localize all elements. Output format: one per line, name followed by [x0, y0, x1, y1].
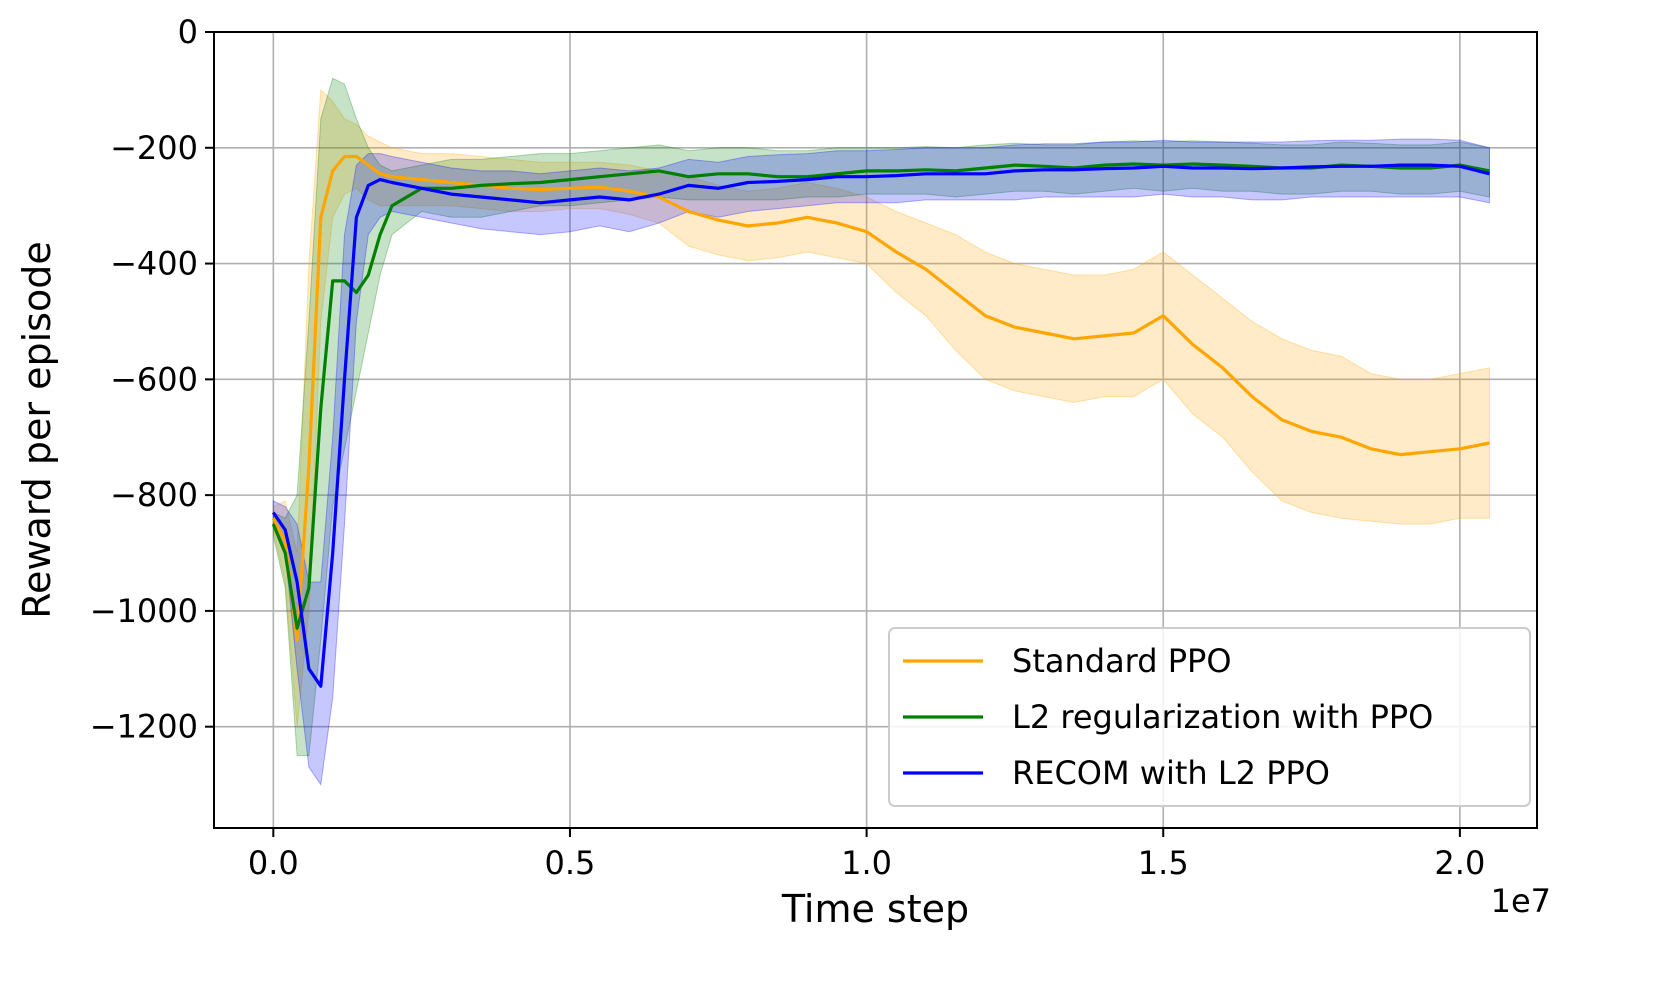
y-tick-label: −1000: [90, 592, 198, 630]
plot-frame: [213, 31, 1538, 829]
x-tick-label: 0.5: [545, 844, 596, 882]
y-tick-label: −1200: [90, 708, 198, 746]
x-tick-label: 2.0: [1434, 844, 1485, 882]
x-axis-ticks: 0.0 0.5 1.0 1.5 2.0: [248, 828, 1485, 882]
y-tick-label: 0: [178, 13, 198, 51]
y-axis-label: Reward per episode: [15, 241, 59, 618]
x-axis-scale-label: 1e7: [1491, 882, 1551, 920]
y-tick-label: −800: [110, 476, 198, 514]
series-line: [271, 162, 1490, 630]
series-line: [271, 154, 1490, 642]
series-band: [272, 88, 1490, 727]
legend-label: L2 regularization with PPO: [1012, 698, 1433, 736]
y-tick-label: −200: [110, 129, 198, 167]
x-tick-label: 1.0: [841, 844, 892, 882]
legend-box: [888, 627, 1531, 807]
series-band: [272, 77, 1490, 757]
series-line: [271, 163, 1490, 688]
y-tick-label: −400: [110, 245, 198, 283]
series-lines: [271, 154, 1490, 688]
legend-label: RECOM with L2 PPO: [1012, 754, 1330, 792]
x-axis-label: Time step: [781, 887, 969, 931]
x-tick-label: 1.5: [1138, 844, 1189, 882]
y-axis-ticks: 0 −200 −400 −600 −800 −1000 −1200: [90, 13, 214, 746]
x-tick-label: 0.0: [248, 844, 299, 882]
legend-label: Standard PPO: [1012, 642, 1232, 680]
legend: Standard PPO L2 regularization with PPO RE…: [888, 627, 1531, 807]
y-tick-label: −600: [110, 360, 198, 398]
